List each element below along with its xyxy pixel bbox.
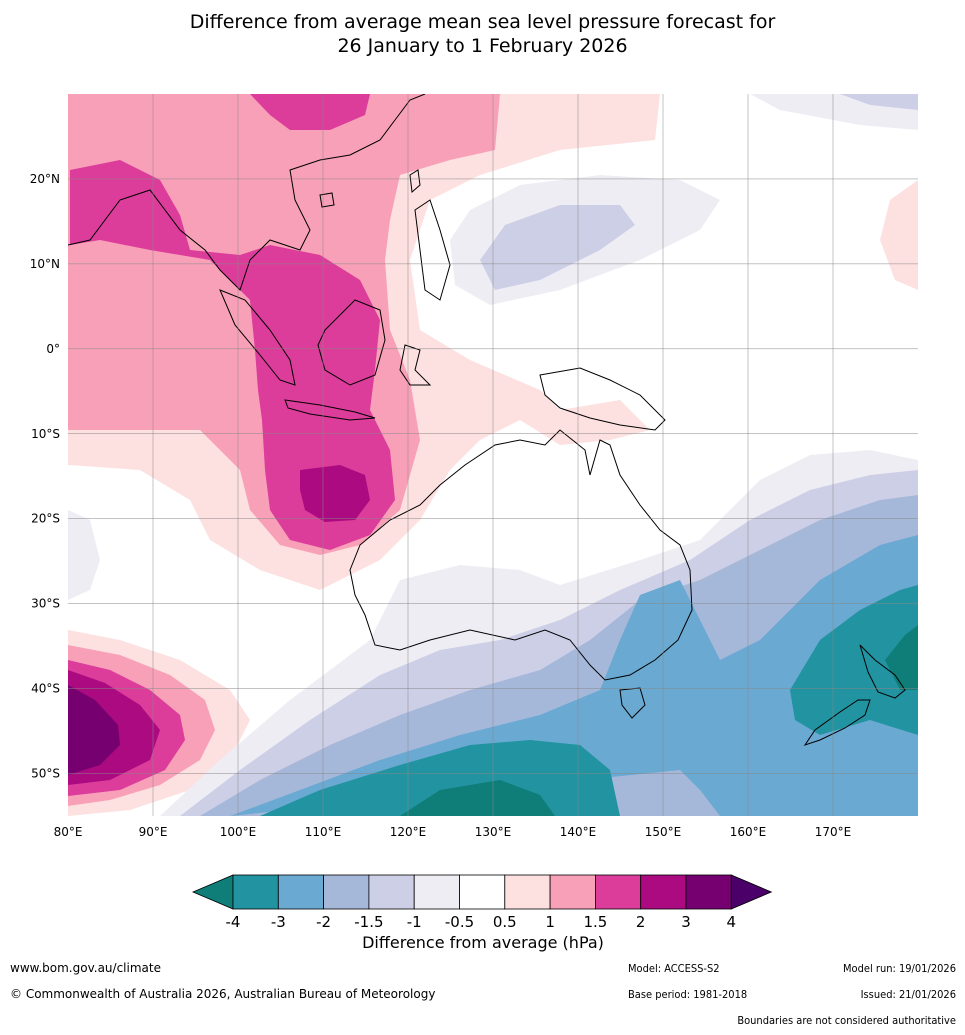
latitude-labels: 20°N 10°N 0° 10°S 20°S 30°S 40°S 50°S xyxy=(30,172,60,781)
colorbar-tick-label: 2 xyxy=(636,913,646,931)
colorbar-block xyxy=(640,874,687,910)
taiwan-coastline xyxy=(409,169,421,194)
colorbar-block xyxy=(549,874,596,910)
latitude-label: 50°S xyxy=(31,767,60,781)
anomaly-region-neg-3-tasman xyxy=(790,585,918,735)
new-guinea-coastline xyxy=(539,367,666,431)
latitude-label: 20°N xyxy=(30,172,60,186)
java-coastline xyxy=(284,399,376,421)
colorbar-tick-label: 4 xyxy=(727,913,737,931)
colorbar-label: Difference from average (hPa) xyxy=(362,933,604,952)
anomaly-region-positive-2 xyxy=(300,465,370,522)
colorbar-block xyxy=(685,874,732,910)
longitude-label: 160°E xyxy=(730,825,767,839)
latitude-label: 10°S xyxy=(31,427,60,441)
colorbar-tick-label: -0.5 xyxy=(445,913,474,931)
anomaly-region-sw-3 xyxy=(68,685,120,775)
longitude-label: 110°E xyxy=(305,825,342,839)
colorbar-tick-label: 1.5 xyxy=(583,913,607,931)
colorbar-block xyxy=(413,874,460,910)
colorbar-tick-label: -3 xyxy=(271,913,286,931)
colorbar-block xyxy=(323,874,370,910)
longitude-label: 140°E xyxy=(560,825,597,839)
boundaries-disclaimer: Boundaries are not considered authoritat… xyxy=(737,1014,956,1027)
colorbar-extension-low xyxy=(191,874,234,910)
title-line-2: 26 January to 1 February 2026 xyxy=(337,35,628,57)
anomaly-region-pos-0.5-right xyxy=(880,180,918,290)
anomaly-region-positive-1.5-north xyxy=(250,94,370,130)
longitude-label: 150°E xyxy=(645,825,682,839)
latitude-label: 40°S xyxy=(31,682,60,696)
tasmania-coastline xyxy=(619,687,646,719)
longitude-label: 90°E xyxy=(139,825,168,839)
model-run-date: Model run: 19/01/2026 xyxy=(843,962,956,975)
colorbar-tick-label: 3 xyxy=(681,913,691,931)
anomaly-region-neg-0.5-south xyxy=(68,510,100,600)
colorbar-tick-label: -1 xyxy=(407,913,422,931)
longitude-label: 120°E xyxy=(390,825,427,839)
anomaly-region-neg-2-south xyxy=(230,535,918,816)
colorbar-extension-high xyxy=(730,874,773,910)
coastlines xyxy=(68,94,906,746)
colorbar-block xyxy=(594,874,642,910)
colorbar-block xyxy=(368,874,415,910)
colorbar-blocks xyxy=(191,874,773,910)
hainan-coastline xyxy=(319,192,335,208)
gridlines xyxy=(68,94,918,816)
longitude-labels: 80°E 90°E 100°E 110°E 120°E 130°E 140°E 150°E 16… xyxy=(54,825,852,839)
map-plot-area xyxy=(68,94,918,816)
colorbar-block xyxy=(459,874,506,910)
latitude-label: 30°S xyxy=(31,597,60,611)
colorbar-tick-label: -4 xyxy=(226,913,241,931)
issued-date: Issued: 21/01/2026 xyxy=(860,988,956,1001)
pressure-anomaly-map: 80°E 90°E 100°E 110°E 120°E 130°E 140°E 150°E 16… xyxy=(30,94,918,839)
longitude-label: 130°E xyxy=(475,825,512,839)
latitude-label: 0° xyxy=(46,342,60,356)
colorbar: -4 -3 -2 -1.5 -1 -0.5 0.5 1 1.5 2 3 4 Difference fr… xyxy=(191,874,773,952)
new-zealand-north-coastline xyxy=(859,644,906,699)
longitude-label: 170°E xyxy=(815,825,852,839)
copyright-text: © Commonwealth of Australia 2026, Austra… xyxy=(10,987,436,1001)
colorbar-block xyxy=(277,874,325,910)
sulawesi-coastline xyxy=(399,344,432,386)
map-title: Difference from average mean sea level p… xyxy=(0,10,965,58)
base-period: Base period: 1981-2018 xyxy=(628,988,748,1001)
title-line-1: Difference from average mean sea level p… xyxy=(189,11,776,33)
model-name: Model: ACCESS-S2 xyxy=(628,962,720,975)
latitude-label: 20°S xyxy=(31,512,60,526)
colorbar-tick-label: -2 xyxy=(316,913,331,931)
new-zealand-south-coastline xyxy=(803,699,871,746)
philippines-coastline xyxy=(414,199,451,301)
anomaly-region-positive-1.5 xyxy=(70,160,395,550)
website-link[interactable]: www.bom.gov.au/climate xyxy=(10,961,161,975)
colorbar-tick-label: 0.5 xyxy=(493,913,517,931)
sumatra-coastline xyxy=(219,289,296,386)
longitude-label: 100°E xyxy=(220,825,257,839)
southeast-asia-coastline xyxy=(68,94,426,291)
colorbar-block xyxy=(504,874,551,910)
latitude-label: 10°N xyxy=(30,257,60,271)
colorbar-tick-label: 1 xyxy=(545,913,555,931)
anomaly-region-neg-1-north xyxy=(480,205,635,290)
australia-coastline xyxy=(349,429,693,681)
colorbar-tick-labels: -4 -3 -2 -1.5 -1 -0.5 0.5 1 1.5 2 3 4 xyxy=(226,913,737,931)
borneo-coastline xyxy=(317,299,386,386)
colorbar-tick-label: -1.5 xyxy=(354,913,383,931)
anomaly-region-neg-1-topright xyxy=(840,94,918,110)
anomaly-region-neg-4-south xyxy=(400,780,555,816)
colorbar-block xyxy=(232,874,279,910)
longitude-label: 80°E xyxy=(54,825,83,839)
